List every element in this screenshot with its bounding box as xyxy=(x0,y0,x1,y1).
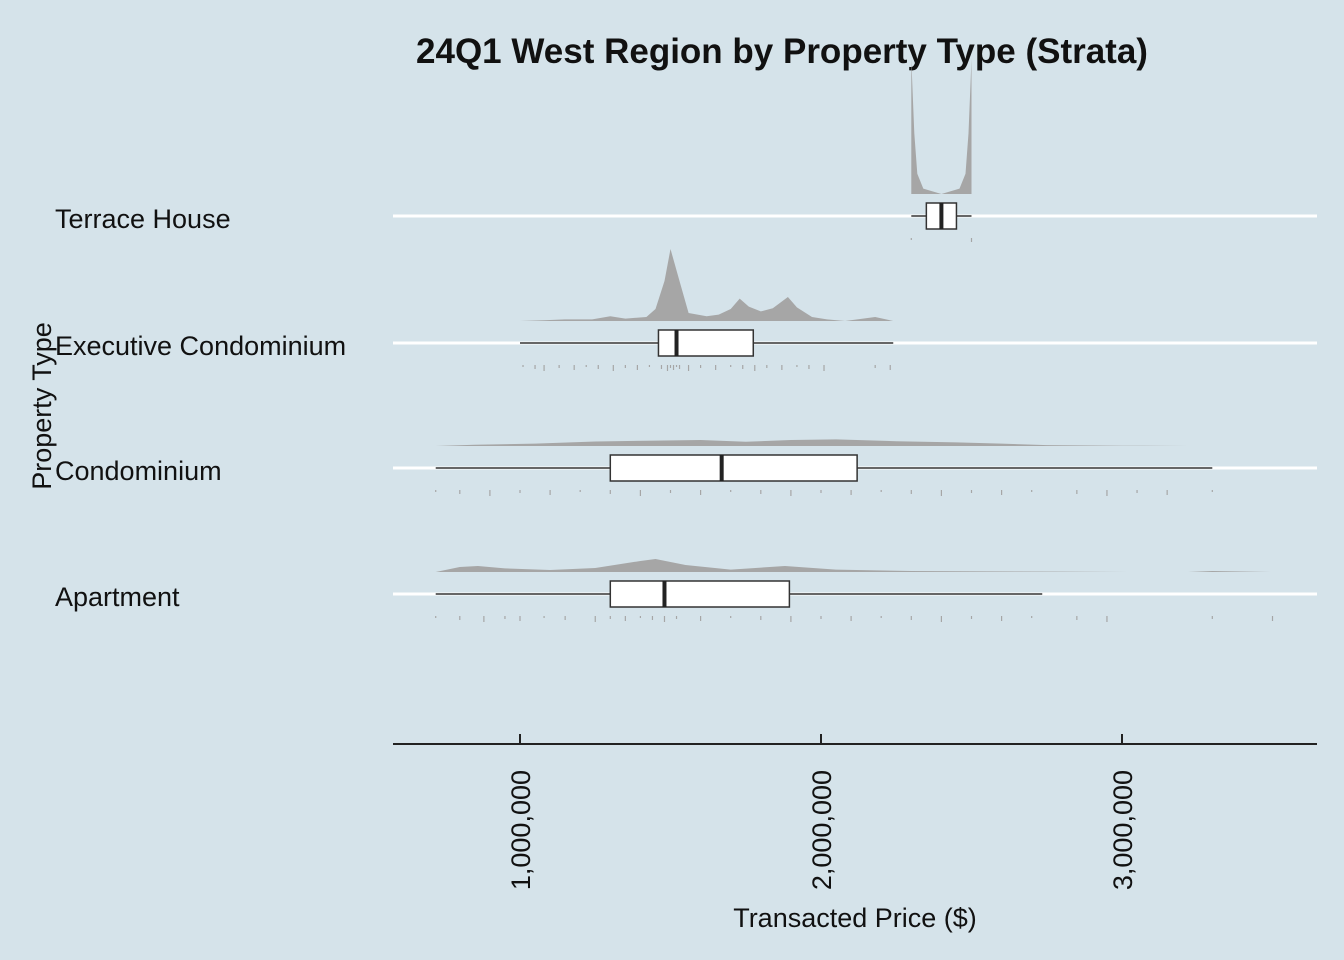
density-3 xyxy=(435,559,1273,572)
y-tick-label: Condominium xyxy=(55,456,222,486)
chart-title: 24Q1 West Region by Property Type (Strat… xyxy=(416,32,1148,71)
y-tick-label: Executive Condominium xyxy=(55,331,346,361)
y-axis-title: Property Type xyxy=(27,322,57,490)
box-3 xyxy=(609,580,791,608)
density-0 xyxy=(911,59,972,194)
x-tick-label: 1,000,000 xyxy=(506,770,536,890)
box-2 xyxy=(609,454,858,482)
y-tick-label: Terrace House xyxy=(55,204,231,234)
density-2 xyxy=(435,439,1189,446)
y-tick-label: Apartment xyxy=(55,582,180,612)
x-tick-label: 2,000,000 xyxy=(807,770,837,890)
plot-area: Terrace House Executive Condominium Condom… xyxy=(55,59,1317,890)
x-axis-title: Transacted Price ($) xyxy=(733,903,977,933)
density-1 xyxy=(520,249,894,321)
box-1 xyxy=(657,329,755,357)
x-tick-label: 3,000,000 xyxy=(1108,770,1138,890)
